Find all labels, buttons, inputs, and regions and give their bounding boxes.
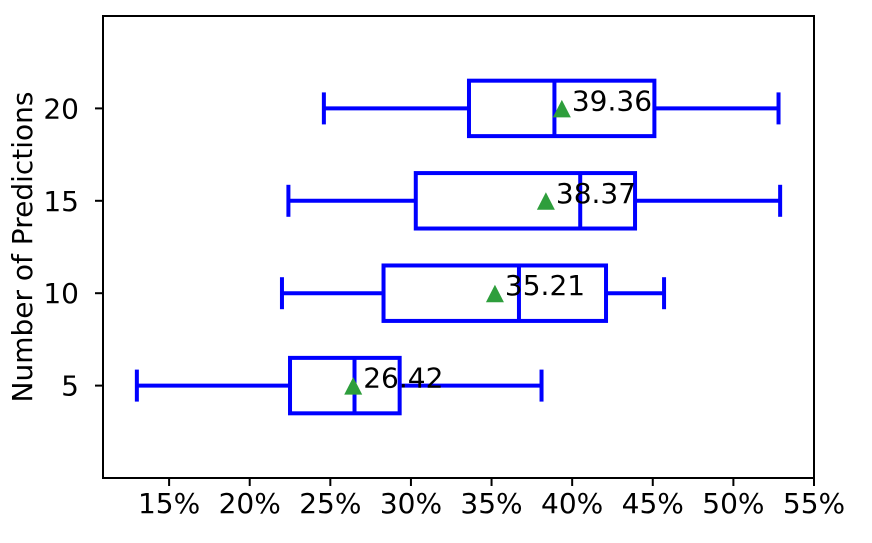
plot-border bbox=[102, 15, 815, 479]
x-tick-label: 50% bbox=[702, 487, 764, 520]
mean-value-label: 35.21 bbox=[505, 269, 585, 302]
y-axis: 5 10 15 20 bbox=[43, 92, 103, 403]
y-axis-title: Number of Predictions bbox=[6, 92, 39, 403]
y-tick-label: 20 bbox=[43, 92, 79, 125]
box-rect bbox=[288, 355, 402, 416]
box-rect bbox=[413, 171, 638, 231]
mean-value-label: 39.36 bbox=[572, 84, 652, 117]
y-tick-label: 15 bbox=[43, 185, 79, 218]
x-tick-label: 25% bbox=[299, 487, 361, 520]
mean-triangle-marker bbox=[536, 192, 555, 210]
x-tick-label: 20% bbox=[219, 487, 281, 520]
mean-value-label: 38.37 bbox=[556, 177, 636, 210]
x-tick-label: 55% bbox=[783, 487, 845, 520]
y-tick-label: 10 bbox=[43, 277, 79, 310]
mean-value-label: 26.42 bbox=[363, 362, 443, 395]
mean-triangle-marker bbox=[485, 284, 504, 303]
box-series-group bbox=[134, 78, 783, 416]
x-tick-label: 40% bbox=[541, 487, 603, 520]
mean-triangle-marker bbox=[552, 99, 571, 118]
mean-markers-group: 26.42 35.21 38.37 39.36 bbox=[344, 84, 652, 395]
x-tick-label: 30% bbox=[380, 487, 442, 520]
x-tick-label: 35% bbox=[460, 487, 522, 520]
y-tick-label: 5 bbox=[61, 370, 79, 403]
mean-triangle-marker bbox=[344, 377, 363, 395]
x-tick-label: 45% bbox=[622, 487, 684, 520]
x-tick-label: 15% bbox=[138, 487, 200, 520]
x-axis: 15% 20% 25% 30% 35% 40% 45% 50% 55% bbox=[138, 478, 845, 520]
